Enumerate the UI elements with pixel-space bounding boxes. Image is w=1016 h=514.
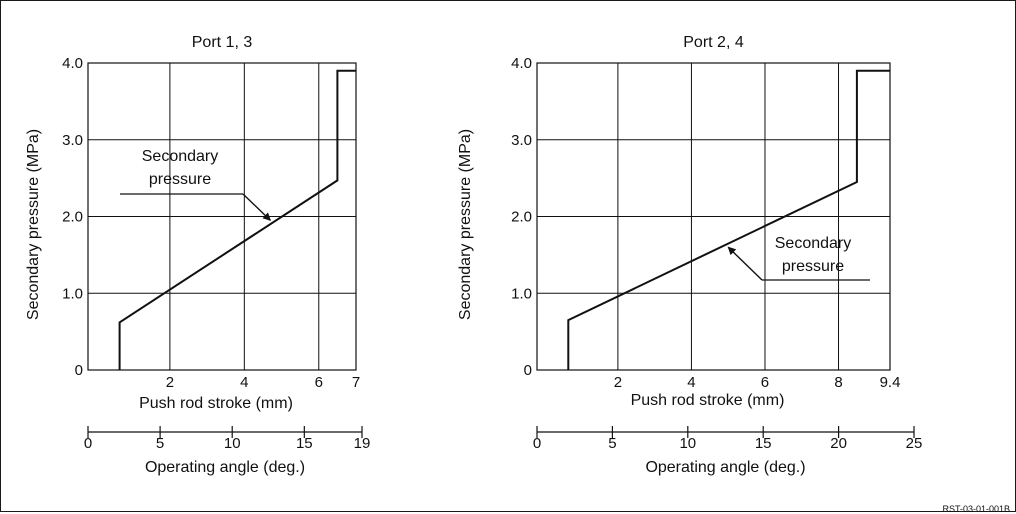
x-tick-label: 7 bbox=[352, 374, 360, 391]
secondary-tick-label: 0 bbox=[84, 435, 92, 452]
annotation-text: pressure bbox=[782, 258, 844, 275]
x-tick-label: 4 bbox=[687, 374, 695, 391]
x-tick-label: 9.4 bbox=[880, 374, 901, 391]
x-axis-label: Push rod stroke (mm) bbox=[631, 392, 785, 409]
secondary-tick-label: 5 bbox=[608, 435, 616, 452]
x-tick-label: 6 bbox=[315, 374, 323, 391]
secondary-tick-label: 5 bbox=[156, 435, 164, 452]
secondary-tick-label: 15 bbox=[296, 435, 313, 452]
y-tick-label: 3.0 bbox=[62, 132, 83, 149]
secondary-axis-label: Operating angle (deg.) bbox=[145, 459, 305, 476]
secondary-tick-label: 25 bbox=[906, 435, 923, 452]
annotation-text: pressure bbox=[149, 171, 211, 188]
x-axis-label: Push rod stroke (mm) bbox=[139, 395, 293, 412]
y-tick-label: 2.0 bbox=[511, 209, 532, 226]
x-tick-label: 6 bbox=[761, 374, 769, 391]
x-tick-label: 2 bbox=[166, 374, 174, 391]
y-tick-label: 1.0 bbox=[511, 285, 532, 302]
secondary-tick-label: 20 bbox=[830, 435, 847, 452]
series-line bbox=[567, 69, 890, 370]
chart-panel-2: 0 1.0 2.0 3.0 4.0 2 4 6 8 9.4 Port 2, 4 Push rod st… bbox=[457, 34, 922, 476]
y-tick-label: 0 bbox=[524, 362, 532, 379]
chart-title: Port 2, 4 bbox=[683, 34, 744, 51]
secondary-tick-label: 10 bbox=[679, 435, 696, 452]
secondary-tick-label: 10 bbox=[224, 435, 241, 452]
y-tick-label: 1.0 bbox=[62, 285, 83, 302]
series-line bbox=[118, 69, 356, 370]
annotation-arrow bbox=[727, 246, 763, 281]
annotation-text: Secondary bbox=[142, 148, 219, 165]
y-axis-label: Secondary pressure (MPa) bbox=[457, 129, 474, 320]
secondary-tick-label: 15 bbox=[755, 435, 772, 452]
annotation-arrow bbox=[242, 193, 271, 221]
secondary-tick-label: 19 bbox=[354, 435, 371, 452]
y-tick-label: 4.0 bbox=[62, 55, 83, 72]
y-tick-label: 2.0 bbox=[62, 209, 83, 226]
y-axis-label: Secondary pressure (MPa) bbox=[25, 129, 42, 320]
x-tick-label: 2 bbox=[614, 374, 622, 391]
x-tick-label: 4 bbox=[240, 374, 248, 391]
secondary-axis-label: Operating angle (deg.) bbox=[645, 459, 805, 476]
chart-title: Port 1, 3 bbox=[192, 34, 253, 51]
y-tick-label: 3.0 bbox=[511, 132, 532, 149]
chart-panel-1: 0 1.0 2.0 3.0 4.0 2 4 6 7 Port 1, 3 Push rod strok… bbox=[25, 34, 370, 476]
y-tick-label: 0 bbox=[75, 362, 83, 379]
y-tick-label: 4.0 bbox=[511, 55, 532, 72]
figure-code: RST-03-01-001B bbox=[942, 504, 1010, 514]
annotation-text: Secondary bbox=[775, 235, 852, 252]
secondary-tick-label: 0 bbox=[533, 435, 541, 452]
x-tick-label: 8 bbox=[834, 374, 842, 391]
